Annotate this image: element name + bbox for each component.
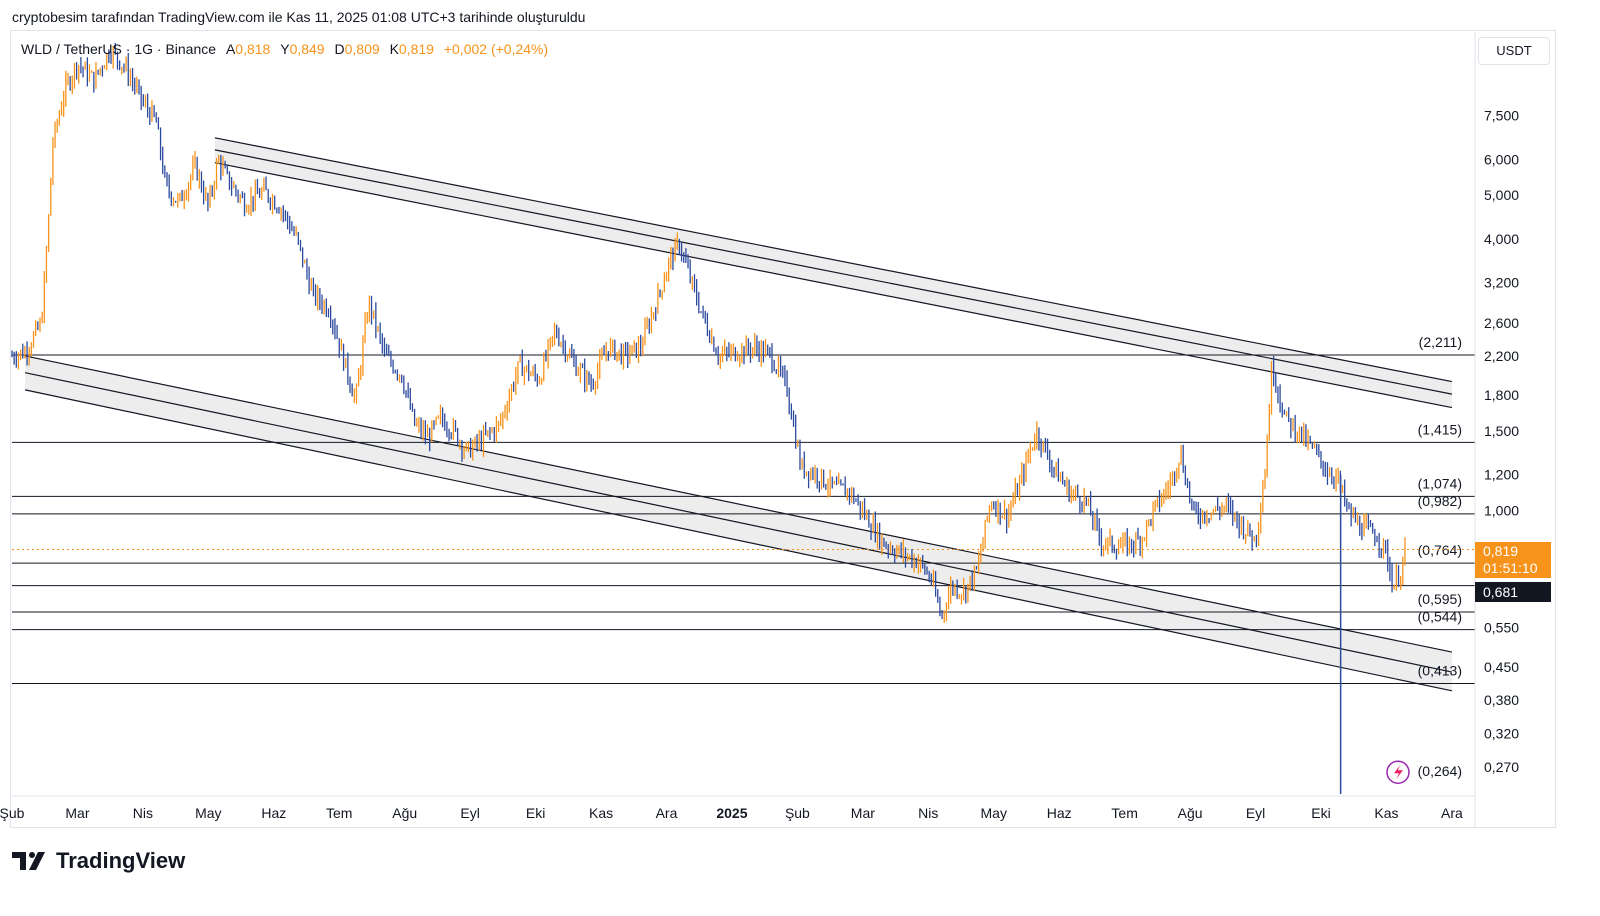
upper-channel-band <box>214 137 1452 408</box>
lower-channel-line-0 <box>24 355 1453 653</box>
y-tick-14: 0,380 <box>1484 692 1519 708</box>
y-tick-5: 2,600 <box>1484 315 1519 331</box>
x-tick-21: Kas <box>1374 805 1398 821</box>
close-value: 0,819 <box>398 41 434 57</box>
x-tick-19: Eyl <box>1246 805 1265 821</box>
y-tick-9: 1,200 <box>1484 467 1519 483</box>
marker-price-tag: 0,681 <box>1475 582 1551 602</box>
x-tick-18: Ağu <box>1178 805 1203 821</box>
x-tick-22: Ara <box>1441 805 1463 821</box>
x-tick-7: Eyl <box>460 805 479 821</box>
x-tick-16: Haz <box>1047 805 1072 821</box>
y-tick-3: 4,000 <box>1484 231 1519 247</box>
x-tick-12: Şub <box>785 805 810 821</box>
x-tick-11: 2025 <box>716 805 747 821</box>
open-label: A <box>225 41 236 57</box>
tradingview-wordmark: TradingView <box>56 848 186 873</box>
y-tick-10: 1,000 <box>1484 502 1519 518</box>
level-label-1: (1,415) <box>1418 421 1462 437</box>
high-value: 0,849 <box>289 41 325 57</box>
low-value: 0,809 <box>344 41 380 57</box>
y-tick-0: 7,500 <box>1484 108 1519 124</box>
open-value: 0,818 <box>235 41 271 57</box>
y-tick-16: 0,270 <box>1484 759 1519 775</box>
lower-channel-band <box>25 355 1452 691</box>
lightning-icon <box>1394 765 1403 780</box>
low-label: D <box>334 41 345 57</box>
high-label: Y <box>280 41 290 57</box>
y-tick-13: 0,450 <box>1484 659 1519 675</box>
x-tick-5: Tem <box>326 805 352 821</box>
close-label: K <box>389 41 399 57</box>
x-tick-15: May <box>981 805 1007 821</box>
lower-channel-line-2 <box>24 389 1453 692</box>
upper-channel-line-1 <box>214 149 1453 395</box>
symbol-label[interactable]: WLD / TetherUS · 1G · Binance <box>21 41 217 57</box>
x-tick-6: Ağu <box>392 805 417 821</box>
x-tick-17: Tem <box>1111 805 1137 821</box>
y-tick-6: 2,200 <box>1484 348 1519 364</box>
currency-unit-button[interactable]: USDT <box>1478 37 1550 65</box>
change-value: +0,002 (+0,24%) <box>443 41 549 57</box>
x-tick-3: May <box>195 805 221 821</box>
x-tick-9: Kas <box>589 805 613 821</box>
level-label-6: (0,595) <box>1418 591 1462 607</box>
level-label-0: (2,211) <box>1419 334 1462 350</box>
bar-countdown: 01:51:10 <box>1483 560 1538 576</box>
y-tick-8: 1,500 <box>1484 423 1519 439</box>
x-tick-4: Haz <box>261 805 286 821</box>
upper-channel-line-0 <box>214 137 1453 383</box>
x-tick-8: Eki <box>526 805 545 821</box>
y-tick-2: 5,000 <box>1484 187 1519 203</box>
y-tick-12: 0,550 <box>1484 619 1519 635</box>
standalone-label-0: (0,264) <box>1418 763 1462 779</box>
level-label-7: (0,544) <box>1418 609 1462 625</box>
y-tick-4: 3,200 <box>1484 275 1519 291</box>
x-tick-13: Mar <box>851 805 875 821</box>
tradingview-logo[interactable]: TradingView <box>12 848 185 874</box>
level-label-3: (0,982) <box>1418 493 1462 509</box>
lower-channel-line-1 <box>24 372 1453 673</box>
level-label-4: (0,764) <box>1418 542 1462 558</box>
y-tick-7: 1,800 <box>1484 387 1519 403</box>
x-tick-2: Nis <box>133 805 153 821</box>
tradingview-logo-icon <box>12 852 45 870</box>
ohlc-legend: WLD / TetherUS · 1G · Binance A0,818 Y0,… <box>21 41 548 57</box>
chart-frame <box>10 30 1556 828</box>
x-tick-10: Ara <box>656 805 678 821</box>
y-tick-1: 6,000 <box>1484 151 1519 167</box>
upper-channel-line-2 <box>214 162 1453 409</box>
level-label-8: (0,413) <box>1418 663 1462 679</box>
x-tick-20: Eki <box>1311 805 1330 821</box>
last-price-tag: 0,819 01:51:10 <box>1475 542 1551 578</box>
last-price-value: 0,819 <box>1483 543 1519 559</box>
x-tick-14: Nis <box>918 805 938 821</box>
level-label-2: (1,074) <box>1418 475 1462 491</box>
x-tick-1: Mar <box>65 805 89 821</box>
chart-caption: cryptobesim tarafından TradingView.com i… <box>12 9 586 25</box>
x-tick-0: Şub <box>0 805 25 821</box>
y-tick-15: 0,320 <box>1484 726 1519 742</box>
